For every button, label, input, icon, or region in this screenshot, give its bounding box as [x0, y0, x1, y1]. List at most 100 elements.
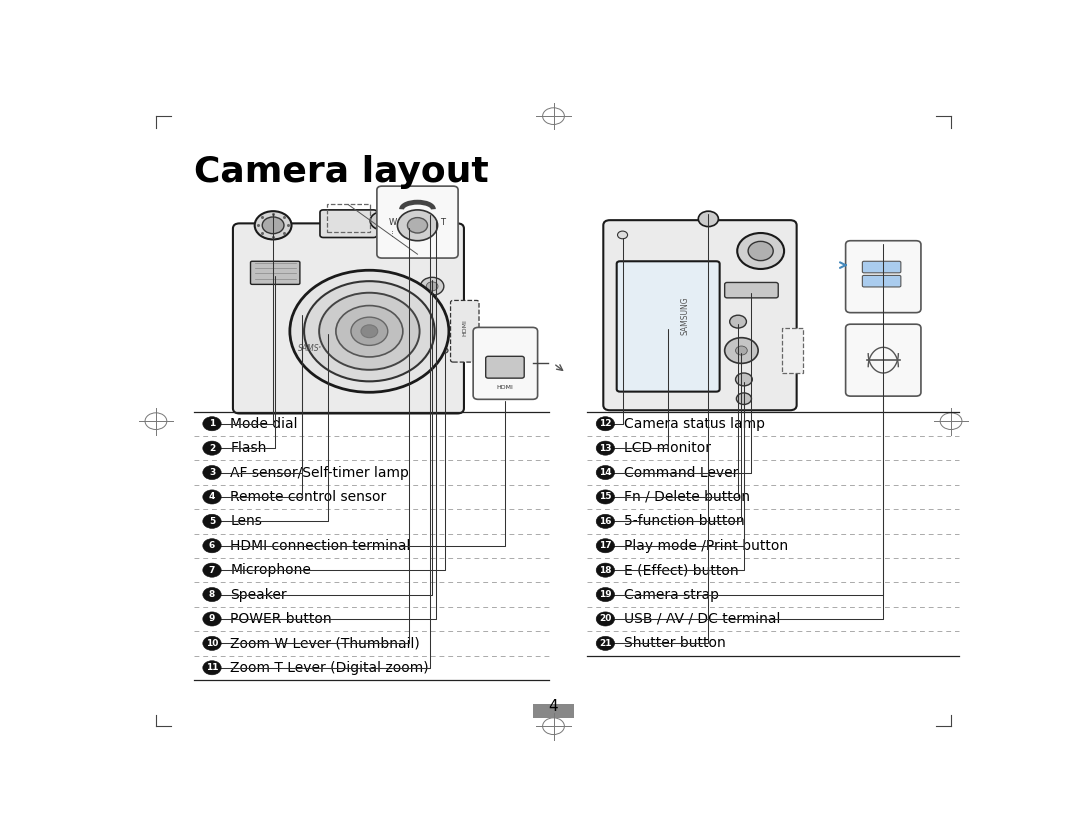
Text: E (Effect) button: E (Effect) button: [624, 563, 739, 577]
Circle shape: [203, 417, 221, 431]
Circle shape: [699, 211, 718, 227]
Circle shape: [297, 308, 308, 316]
Circle shape: [737, 393, 752, 404]
Circle shape: [596, 563, 615, 577]
Circle shape: [407, 218, 428, 233]
Text: 4: 4: [208, 492, 215, 501]
Circle shape: [203, 612, 221, 626]
Circle shape: [203, 563, 221, 577]
Text: 13: 13: [599, 444, 611, 453]
Text: 16: 16: [599, 517, 611, 526]
Circle shape: [596, 612, 615, 626]
Text: 6: 6: [208, 541, 215, 550]
Circle shape: [596, 587, 615, 601]
Circle shape: [725, 338, 758, 364]
Text: 9: 9: [208, 615, 215, 624]
Text: Microphone: Microphone: [230, 563, 311, 577]
Circle shape: [442, 348, 448, 353]
Circle shape: [735, 373, 753, 386]
Text: LCD monitor: LCD monitor: [624, 441, 711, 455]
Text: Fn / Delete button: Fn / Delete button: [624, 490, 750, 504]
Circle shape: [203, 539, 221, 553]
Circle shape: [305, 281, 434, 381]
Circle shape: [203, 587, 221, 601]
FancyBboxPatch shape: [862, 261, 901, 273]
Circle shape: [203, 441, 221, 455]
Circle shape: [427, 282, 438, 291]
Text: 4: 4: [549, 700, 558, 715]
Text: SAMSUNG: SAMSUNG: [680, 296, 690, 334]
Circle shape: [596, 490, 615, 504]
FancyBboxPatch shape: [846, 324, 921, 396]
Text: HDMI: HDMI: [497, 385, 513, 390]
Text: Camera layout: Camera layout: [193, 154, 488, 188]
Text: Play mode /Print button: Play mode /Print button: [624, 539, 788, 553]
Text: 2: 2: [208, 444, 215, 453]
Circle shape: [596, 539, 615, 553]
FancyBboxPatch shape: [617, 261, 719, 392]
Circle shape: [420, 278, 444, 295]
Circle shape: [262, 217, 284, 234]
Text: USB / AV / DC terminal: USB / AV / DC terminal: [624, 612, 780, 626]
Bar: [782, 328, 802, 373]
FancyBboxPatch shape: [486, 356, 524, 378]
Text: HDMI: HDMI: [462, 319, 468, 336]
Circle shape: [735, 346, 747, 355]
Circle shape: [361, 325, 378, 338]
Circle shape: [428, 217, 445, 230]
Text: Flash: Flash: [230, 441, 267, 455]
Text: 14: 14: [599, 468, 611, 477]
Text: Shutter button: Shutter button: [624, 636, 726, 651]
Text: SAMSᶜ: SAMSᶜ: [298, 344, 323, 353]
Bar: [532, 704, 575, 718]
Circle shape: [289, 270, 449, 392]
Text: Mode dial: Mode dial: [230, 417, 298, 430]
Circle shape: [203, 515, 221, 529]
Circle shape: [738, 233, 784, 269]
Circle shape: [596, 636, 615, 651]
Text: 3: 3: [208, 468, 215, 477]
Circle shape: [397, 210, 437, 241]
FancyBboxPatch shape: [846, 241, 921, 313]
Text: ⋮: ⋮: [389, 230, 395, 236]
FancyBboxPatch shape: [862, 275, 901, 287]
Text: 5-function button: 5-function button: [624, 515, 744, 529]
Circle shape: [370, 212, 393, 230]
Circle shape: [203, 636, 221, 651]
Circle shape: [596, 441, 615, 455]
Text: HDMI connection terminal: HDMI connection terminal: [230, 539, 410, 553]
Text: 21: 21: [599, 639, 611, 648]
Text: T: T: [440, 219, 445, 228]
FancyBboxPatch shape: [377, 186, 458, 258]
Text: 7: 7: [208, 565, 215, 575]
Circle shape: [618, 231, 627, 239]
Text: Camera strap: Camera strap: [624, 588, 719, 601]
Circle shape: [596, 515, 615, 529]
Text: Zoom W Lever (Thumbnail): Zoom W Lever (Thumbnail): [230, 636, 420, 651]
Text: AF sensor/Self-timer lamp: AF sensor/Self-timer lamp: [230, 465, 409, 480]
FancyBboxPatch shape: [450, 300, 480, 362]
Circle shape: [320, 293, 420, 369]
FancyBboxPatch shape: [725, 283, 779, 298]
FancyBboxPatch shape: [604, 220, 797, 410]
FancyBboxPatch shape: [251, 261, 300, 284]
Circle shape: [596, 465, 615, 480]
Text: POWER button: POWER button: [230, 612, 332, 626]
Circle shape: [351, 317, 388, 345]
Text: 17: 17: [599, 541, 611, 550]
Text: 8: 8: [208, 590, 215, 599]
Text: 19: 19: [599, 590, 611, 599]
Text: Remote control sensor: Remote control sensor: [230, 490, 387, 504]
Text: Command Lever: Command Lever: [624, 465, 739, 480]
Circle shape: [596, 417, 615, 431]
Text: 18: 18: [599, 565, 611, 575]
Circle shape: [203, 465, 221, 480]
FancyBboxPatch shape: [473, 328, 538, 399]
Circle shape: [203, 490, 221, 504]
Text: Speaker: Speaker: [230, 588, 287, 601]
Text: 12: 12: [599, 420, 611, 428]
Text: 20: 20: [599, 615, 611, 624]
Text: 15: 15: [599, 492, 611, 501]
Text: Zoom T Lever (Digital zoom): Zoom T Lever (Digital zoom): [230, 661, 429, 675]
Text: 11: 11: [206, 663, 218, 672]
